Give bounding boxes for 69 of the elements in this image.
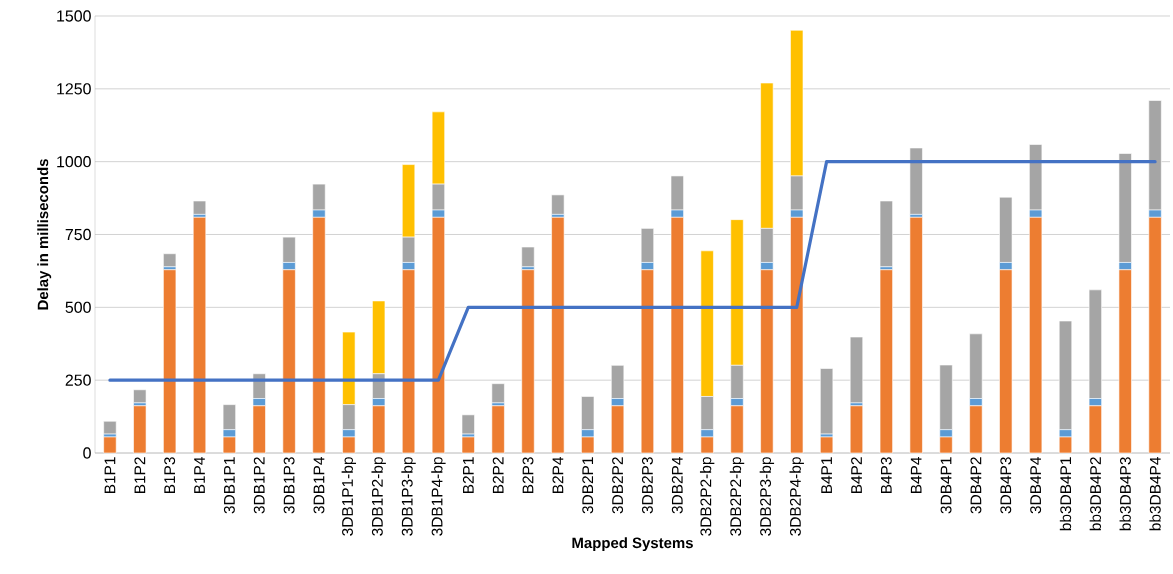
x-tick-label: 3DB4P3 xyxy=(1000,457,1012,514)
bar xyxy=(820,436,834,454)
bar xyxy=(461,436,475,454)
bar xyxy=(521,269,535,454)
x-tick-label: bb3DB4P1 xyxy=(1059,457,1072,531)
x-tick-label: B1P3 xyxy=(164,457,176,494)
x-axis-title: Mapped Systems xyxy=(572,537,693,552)
bar xyxy=(491,405,505,454)
x-tick-label: B2P2 xyxy=(492,457,504,494)
x-tick-label: bb3DB4P2 xyxy=(1089,457,1102,531)
x-tick-label: bb3DB4P4 xyxy=(1149,456,1161,531)
x-tick-label: 3DB1P4-bp xyxy=(431,457,446,536)
bar xyxy=(192,200,207,215)
x-tick-label: 3DB1P3-bp xyxy=(401,457,416,536)
bar xyxy=(491,383,505,404)
x-tick-label: 3DB2P2 xyxy=(612,457,624,514)
x-tick-label: 3DB4P1 xyxy=(940,457,952,514)
bar xyxy=(909,147,923,215)
x-tick-label: B2P4 xyxy=(552,456,564,494)
x-tick-label: 3DB1P4 xyxy=(313,456,325,514)
x-tick-label: 3DB2P2-bp xyxy=(729,457,745,536)
bar xyxy=(849,405,864,454)
x-tick-label: 3DB2P4 xyxy=(671,456,683,514)
bar xyxy=(461,414,475,435)
y-tick-label: 1500 xyxy=(57,10,91,22)
y-tick-label: 250 xyxy=(65,374,91,386)
x-tick-label: B2P1 xyxy=(462,457,474,494)
bar xyxy=(103,436,117,454)
x-tick-label: 3DB4P4 xyxy=(1030,456,1042,514)
y-tick-label: 500 xyxy=(65,301,91,313)
x-tick-label: 3DB1P2-bp xyxy=(371,457,386,536)
x-tick-label: B1P1 xyxy=(104,457,116,494)
bar xyxy=(192,217,207,454)
x-tick-label: 3DB2P3-bp xyxy=(759,457,775,536)
bar xyxy=(103,420,117,435)
bar xyxy=(820,368,834,435)
bar xyxy=(551,217,565,454)
bar xyxy=(849,336,864,404)
bar xyxy=(163,253,177,268)
x-tick-label: 3DB4P2 xyxy=(970,457,982,514)
x-tick-label: 3DB1P1-bp xyxy=(341,457,357,536)
x-tick-label: 3DB2P3 xyxy=(641,457,653,514)
x-tick-label: B4P2 xyxy=(851,457,862,494)
y-tick-label: 750 xyxy=(65,228,91,241)
y-axis-title: Delay in milliseconds xyxy=(37,159,52,310)
bar xyxy=(521,246,535,268)
x-tick-label: B1P2 xyxy=(134,457,146,494)
x-tick-label: 3DB2P4-bp xyxy=(789,457,804,536)
bar xyxy=(133,389,147,404)
bar xyxy=(909,217,923,454)
x-tick-label: 3DB1P1 xyxy=(223,457,235,514)
x-tick-label: B4P3 xyxy=(880,457,892,494)
bar xyxy=(551,194,565,215)
x-tick-label: 3DB2P1 xyxy=(582,457,594,514)
bar xyxy=(879,200,893,268)
y-tick-label: 1000 xyxy=(57,156,91,168)
x-tick-label: bb3DB4P3 xyxy=(1119,457,1131,531)
bar xyxy=(163,269,177,454)
x-tick-label: 3DB1P2 xyxy=(253,457,265,514)
x-tick-label: B1P4 xyxy=(194,456,205,494)
x-tick-label: 3DB1P3 xyxy=(283,457,295,514)
x-tick-label: 3DB2P2-bp xyxy=(699,457,715,536)
x-tick-label: B4P4 xyxy=(910,456,922,494)
bar xyxy=(879,269,893,454)
y-tick-label: 1250 xyxy=(57,83,91,95)
bar xyxy=(133,405,147,454)
y-tick-label: 0 xyxy=(83,447,91,459)
x-tick-label: B2P3 xyxy=(522,457,534,494)
x-tick-label: B4P1 xyxy=(821,457,832,494)
